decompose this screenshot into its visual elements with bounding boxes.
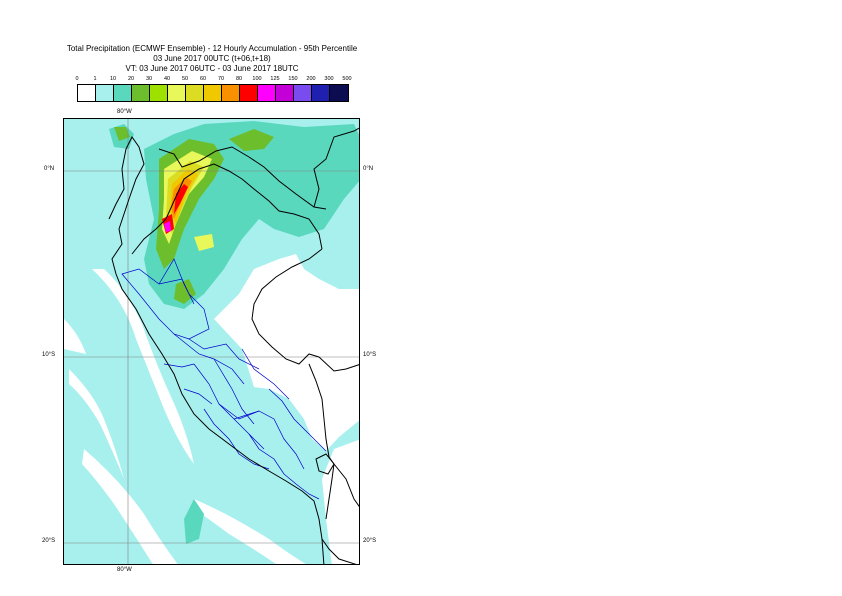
precip-30mm-area xyxy=(114,127,130,141)
chart-subtitle-run: 03 June 2017 00UTC (t+06,t+18) xyxy=(153,54,271,63)
brazil-bolivia-border xyxy=(318,356,359,372)
chart-title: Total Precipitation (ECMWF Ensemble) - 1… xyxy=(66,44,358,53)
peru-brazil-border xyxy=(251,248,323,365)
legend-swatch-10 xyxy=(258,85,276,101)
chart-title-block: Total Precipitation (ECMWF Ensemble) - 1… xyxy=(0,44,424,74)
lat-label-0n-right: 0°N xyxy=(363,166,374,172)
precip-80mm-area xyxy=(174,184,188,214)
lat-label-10s-left: 10°S xyxy=(42,352,56,358)
land-no-precip-area xyxy=(244,259,302,314)
land-no-precip-area xyxy=(322,439,359,564)
legend-swatch-9 xyxy=(240,85,258,101)
legend-label: 30 xyxy=(145,76,153,82)
lake-titicaca xyxy=(315,453,335,475)
legend-swatch-4 xyxy=(150,85,168,101)
admin-borders xyxy=(121,258,327,500)
precipitation-map xyxy=(63,118,360,565)
legend-label: 60 xyxy=(199,76,207,82)
legend-label: 200 xyxy=(306,76,316,82)
legend-swatch-7 xyxy=(204,85,222,101)
legend-swatch-2 xyxy=(114,85,132,101)
lat-label-20s-right: 20°S xyxy=(363,538,377,544)
color-legend: 0 1 10 20 30 40 50 60 70 80 100 125 150 … xyxy=(75,76,352,102)
legend-label: 10 xyxy=(109,76,117,82)
lat-label-20s-left: 20°S xyxy=(42,538,56,544)
legend-label: 70 xyxy=(217,76,225,82)
legend-swatch-8 xyxy=(222,85,240,101)
legend-label: 150 xyxy=(288,76,298,82)
graticule xyxy=(64,119,359,564)
legend-swatch-11 xyxy=(276,85,294,101)
lon-label-top: 80°W xyxy=(117,109,132,115)
ecuador-peru-border xyxy=(131,163,323,255)
lat-label-0n-left: 0°N xyxy=(44,166,55,172)
precip-20mm-area xyxy=(184,499,204,544)
ocean-no-precip-area xyxy=(69,369,124,479)
chile-bolivia-border xyxy=(321,538,357,564)
legend-label: 40 xyxy=(163,76,171,82)
legend-label: 20 xyxy=(127,76,135,82)
ocean-no-precip-area xyxy=(92,269,194,464)
legend-swatch-12 xyxy=(294,85,312,101)
precip-100mm-area xyxy=(164,221,171,232)
legend-swatch-13 xyxy=(312,85,330,101)
ocean-no-precip-area xyxy=(64,319,86,354)
legend-label: 300 xyxy=(324,76,334,82)
legend-swatch-14 xyxy=(330,85,348,101)
colombia-border xyxy=(158,146,327,210)
legend-labels: 0 1 10 20 30 40 50 60 70 80 100 125 150 … xyxy=(75,76,352,84)
map-canvas xyxy=(64,119,359,564)
lon-label-bottom: 80°W xyxy=(117,567,132,573)
coastline-and-country-borders xyxy=(108,127,359,564)
legend-label: 1 xyxy=(93,76,97,82)
legend-label: 500 xyxy=(342,76,352,82)
bolivia-east-border xyxy=(333,463,359,508)
legend-label: 50 xyxy=(181,76,189,82)
legend-label: 80 xyxy=(235,76,243,82)
legend-swatch-5 xyxy=(168,85,186,101)
peru-bolivia-border xyxy=(308,363,335,520)
legend-swatch-3 xyxy=(132,85,150,101)
legend-swatch-6 xyxy=(186,85,204,101)
legend-label: 125 xyxy=(270,76,280,82)
ocean-no-precip-area xyxy=(194,499,306,564)
legend-label: 0 xyxy=(75,76,79,82)
precip-40mm-area xyxy=(194,234,214,251)
precip-30mm-area xyxy=(229,129,274,151)
legend-swatch-1 xyxy=(96,85,114,101)
legend-color-bar xyxy=(77,84,349,102)
northeast-border xyxy=(313,127,359,208)
chart-subtitle-valid-time: VT: 03 June 2017 06UTC - 03 June 2017 18… xyxy=(125,64,299,73)
lat-label-10s-right: 10°S xyxy=(363,352,377,358)
legend-label: 100 xyxy=(252,76,262,82)
south-america-coastline xyxy=(108,136,325,564)
ocean-no-precip-area xyxy=(82,449,178,564)
legend-swatch-0 xyxy=(78,85,96,101)
